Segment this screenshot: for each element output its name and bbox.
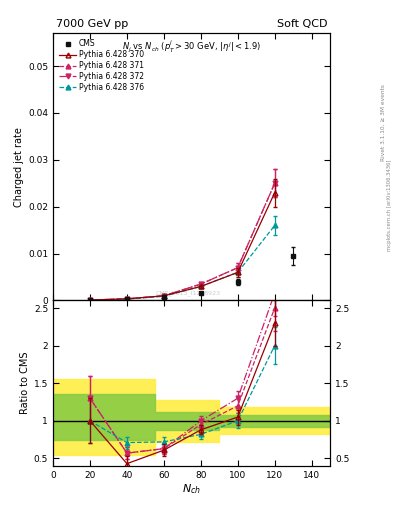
Text: Rivet 3.1.10, ≥ 3M events: Rivet 3.1.10, ≥ 3M events xyxy=(381,84,386,161)
Text: CMS_2013_I1208923: CMS_2013_I1208923 xyxy=(156,291,221,296)
Y-axis label: Ratio to CMS: Ratio to CMS xyxy=(20,352,29,414)
Text: $N_j$ vs $N_{ch}$ ($p_T^j$$>$30 GeV, $|\eta^j|$$<$1.9): $N_j$ vs $N_{ch}$ ($p_T^j$$>$30 GeV, $|\… xyxy=(122,38,261,54)
Text: Soft QCD: Soft QCD xyxy=(277,19,327,29)
X-axis label: $N_{ch}$: $N_{ch}$ xyxy=(182,482,201,496)
Text: 7000 GeV pp: 7000 GeV pp xyxy=(56,19,128,29)
Text: mcplots.cern.ch [arXiv:1306.3436]: mcplots.cern.ch [arXiv:1306.3436] xyxy=(387,159,391,250)
Y-axis label: Charged jet rate: Charged jet rate xyxy=(14,127,24,207)
Legend: CMS, Pythia 6.428 370, Pythia 6.428 371, Pythia 6.428 372, Pythia 6.428 376: CMS, Pythia 6.428 370, Pythia 6.428 371,… xyxy=(57,37,147,94)
